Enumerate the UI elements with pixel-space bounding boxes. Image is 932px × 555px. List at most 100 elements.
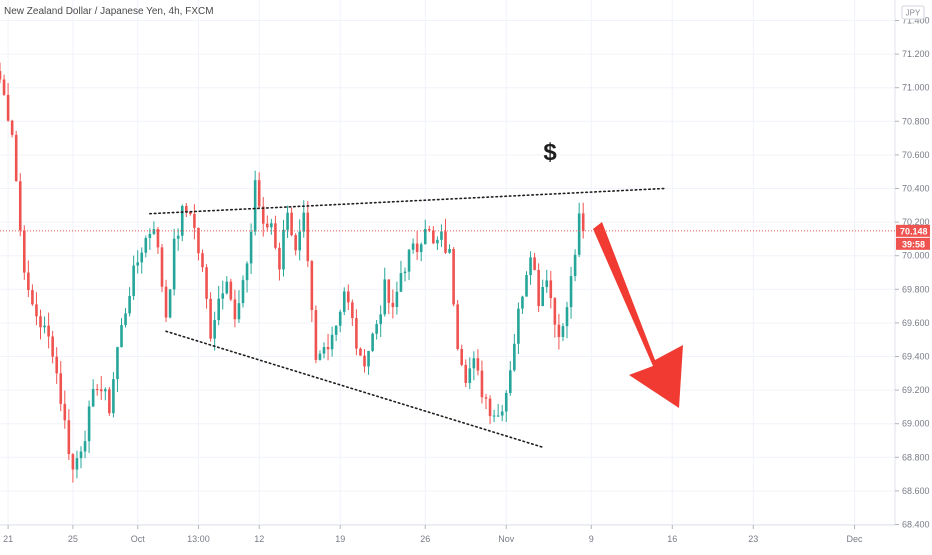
candle-body — [322, 347, 326, 354]
candle-body — [517, 308, 520, 344]
current-price-box — [896, 224, 930, 237]
candle-body — [136, 262, 139, 266]
trendlines[interactable] — [149, 187, 666, 449]
candle-body — [79, 451, 83, 459]
candle-body — [99, 389, 103, 392]
candle-body — [140, 252, 144, 263]
candle-body — [245, 263, 249, 281]
y-tick-label: 69.000 — [902, 419, 930, 429]
trendline-upper[interactable] — [149, 187, 666, 215]
candle-body — [577, 213, 581, 255]
candle-body — [302, 212, 306, 232]
candle-body — [253, 180, 257, 232]
candle-body — [367, 350, 370, 367]
candle-body — [205, 267, 208, 299]
annotations[interactable]: $ — [543, 139, 683, 408]
candle-body — [116, 347, 119, 380]
y-tick-label: 71.400 — [902, 16, 930, 26]
candle-body — [87, 406, 91, 442]
x-tick-label: 13:00 — [187, 534, 210, 544]
y-tick-label: 70.000 — [902, 251, 930, 261]
candle-body — [541, 287, 544, 307]
candle-body — [164, 286, 168, 318]
candle-body — [561, 326, 565, 338]
candle-body — [452, 249, 455, 305]
candle-body — [460, 349, 463, 365]
candle-body — [225, 281, 229, 294]
y-tick-label: 71.200 — [902, 49, 930, 59]
candle-body — [391, 302, 395, 307]
candle-body — [156, 229, 160, 248]
x-tick-label: Oct — [131, 534, 146, 544]
candle-body — [496, 415, 500, 417]
candle-body — [274, 223, 277, 248]
candle-body — [148, 233, 152, 238]
candle-body — [176, 235, 180, 239]
candle-body — [185, 205, 188, 212]
candle-body — [112, 379, 115, 414]
currency-badge[interactable]: JPY — [901, 5, 925, 20]
candle-body — [436, 239, 439, 244]
candle-body — [298, 231, 301, 251]
y-tick-label: 69.800 — [902, 284, 930, 294]
candle-body — [379, 314, 382, 325]
candle-body — [6, 94, 10, 121]
x-tick-label: 9 — [589, 534, 594, 544]
candle-body — [468, 368, 472, 383]
candle-body — [351, 302, 354, 319]
candle-body — [257, 180, 261, 207]
candle-body — [91, 389, 95, 407]
y-tick-label: 68.600 — [902, 486, 930, 496]
candle-body — [31, 290, 34, 305]
candle-body — [415, 243, 419, 253]
candle-body — [282, 229, 285, 270]
candle-body — [67, 420, 71, 455]
candle-body — [513, 343, 516, 371]
candle-body — [444, 231, 447, 253]
candle-body — [10, 120, 14, 135]
candle-body — [529, 257, 532, 276]
candle-body — [35, 304, 38, 317]
candle-body — [160, 247, 164, 287]
candle-body — [189, 211, 192, 214]
candle-body — [480, 370, 484, 398]
y-tick-label: 70.600 — [902, 150, 930, 160]
y-tick-label: 69.200 — [902, 385, 930, 395]
trendline-lower[interactable] — [165, 330, 544, 449]
candle-body — [525, 275, 528, 297]
candle-body — [47, 325, 50, 337]
candles — [0, 62, 585, 483]
candle-body — [342, 291, 346, 312]
candle-body — [290, 212, 293, 236]
candle-body — [456, 304, 459, 350]
candle-body — [509, 370, 512, 394]
candle-body — [209, 298, 212, 339]
candle-body — [500, 411, 504, 416]
y-tick-label: 69.400 — [902, 352, 930, 362]
candle-body — [476, 358, 480, 371]
candle-body — [569, 276, 573, 308]
candle-body — [423, 229, 427, 245]
x-tick-label: 16 — [667, 534, 677, 544]
down-right-arrow-icon[interactable] — [593, 222, 683, 408]
candle-body — [330, 334, 334, 350]
x-tick-label: 21 — [3, 534, 13, 544]
candle-body — [197, 227, 200, 254]
candle-body — [411, 243, 415, 250]
x-tick-label: 23 — [748, 534, 758, 544]
candle-body — [314, 310, 318, 360]
candle-body — [371, 333, 374, 351]
x-tick-label: 25 — [68, 534, 78, 544]
candle-body — [407, 249, 411, 272]
candle-body — [180, 205, 184, 236]
time-axis[interactable]: 21 25 Oct 13:00 12 19 26 Nov 9 16 23 Dec — [3, 525, 863, 544]
candle-body — [237, 303, 241, 320]
candle-body — [55, 356, 58, 374]
x-tick-label: 19 — [335, 534, 345, 544]
candle-body — [108, 389, 111, 414]
candle-body — [387, 279, 391, 303]
candle-body — [128, 295, 131, 314]
price-axis[interactable]: 71.400 71.200 71.000 70.800 70.600 70.400 70.2… — [895, 16, 930, 530]
